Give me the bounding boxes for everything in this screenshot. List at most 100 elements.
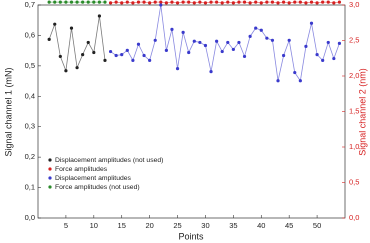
data-point — [58, 0, 62, 4]
data-point — [203, 43, 208, 48]
data-point — [131, 58, 135, 62]
y2-axis-label: Signal channel 2 (nm) — [357, 68, 367, 156]
data-point — [103, 58, 107, 62]
x-tick-label: 15 — [118, 221, 126, 230]
data-point — [220, 49, 224, 54]
data-point — [175, 66, 180, 71]
data-point — [326, 0, 330, 4]
data-point — [192, 1, 196, 5]
data-point — [148, 58, 152, 62]
x-tick-label: 5 — [64, 221, 68, 230]
data-point — [148, 1, 152, 5]
data-point — [293, 0, 297, 4]
data-point — [81, 52, 85, 57]
x-tick-label: 20 — [145, 221, 153, 230]
data-point — [237, 40, 241, 45]
data-point — [309, 0, 314, 4]
data-point — [248, 1, 252, 5]
data-point — [332, 1, 336, 5]
data-point — [125, 48, 129, 52]
data-point — [58, 54, 62, 59]
series-line — [110, 4, 340, 82]
data-point — [321, 0, 325, 4]
data-point — [287, 38, 291, 42]
y2-tick-label: 2,0 — [349, 71, 359, 80]
y2-tick-label: 1,5 — [349, 106, 359, 115]
y-tick-label: 0,5 — [25, 61, 35, 70]
data-point — [170, 27, 174, 31]
data-point — [326, 40, 330, 45]
data-point — [75, 0, 79, 4]
x-tick-label: 50 — [313, 221, 321, 230]
y-tick-label: 0,7 — [25, 0, 35, 9]
data-point — [209, 0, 213, 4]
data-point — [187, 50, 191, 55]
data-point — [237, 0, 241, 4]
data-point — [259, 28, 263, 32]
data-point — [254, 0, 258, 4]
legend: Displacement amplitudes (not used) Force … — [48, 157, 163, 191]
data-point — [69, 26, 74, 30]
y2-tick-label: 3,0 — [349, 0, 359, 9]
data-point — [254, 26, 258, 30]
data-point — [53, 0, 57, 4]
y2-tick-label: 0,5 — [349, 177, 359, 186]
data-point — [131, 1, 135, 5]
data-point — [47, 37, 51, 41]
data-point — [192, 39, 196, 43]
data-point — [287, 1, 291, 5]
data-point — [114, 0, 118, 4]
data-point — [92, 0, 96, 4]
data-point — [120, 1, 124, 5]
y-tick-label: 0,3 — [25, 122, 35, 131]
data-point — [270, 0, 275, 4]
data-point — [92, 50, 96, 55]
data-point — [142, 0, 146, 4]
data-point — [276, 79, 280, 83]
data-point — [198, 40, 202, 45]
y-tick-label: 0,2 — [25, 152, 35, 161]
data-point — [175, 1, 180, 5]
series-line — [48, 15, 106, 71]
data-point — [108, 1, 113, 5]
data-point — [315, 1, 319, 5]
data-point — [136, 42, 141, 46]
data-point — [242, 54, 247, 59]
data-point — [242, 0, 247, 4]
data-point — [114, 53, 118, 58]
data-point — [315, 52, 319, 57]
y-tick-label: 0,6 — [25, 30, 35, 39]
data-point — [142, 53, 146, 58]
data-point — [215, 0, 219, 4]
data-point — [209, 70, 213, 74]
data-point — [304, 1, 308, 5]
y-tick-label: 0,4 — [25, 91, 35, 100]
data-point — [265, 0, 269, 4]
data-point — [181, 30, 185, 34]
data-point — [231, 47, 235, 52]
data-point — [164, 1, 168, 5]
y2-tick-label: 1,0 — [349, 142, 359, 151]
data-point — [136, 0, 141, 4]
data-point — [259, 1, 263, 5]
data-point — [226, 0, 230, 4]
legend-marker — [48, 185, 52, 189]
data-point — [203, 1, 208, 5]
data-point — [69, 0, 74, 4]
data-point — [97, 14, 101, 18]
data-point — [64, 69, 68, 73]
data-point — [298, 0, 302, 4]
data-point — [86, 0, 90, 4]
data-point — [332, 56, 336, 61]
y-tick-label: 0,0 — [25, 213, 35, 222]
data-point — [81, 0, 85, 4]
data-point — [248, 34, 252, 38]
data-point — [293, 70, 297, 75]
data-point — [198, 0, 202, 4]
data-point — [321, 58, 325, 62]
data-point — [215, 39, 219, 43]
data-point — [170, 0, 174, 4]
data-point — [309, 21, 314, 25]
